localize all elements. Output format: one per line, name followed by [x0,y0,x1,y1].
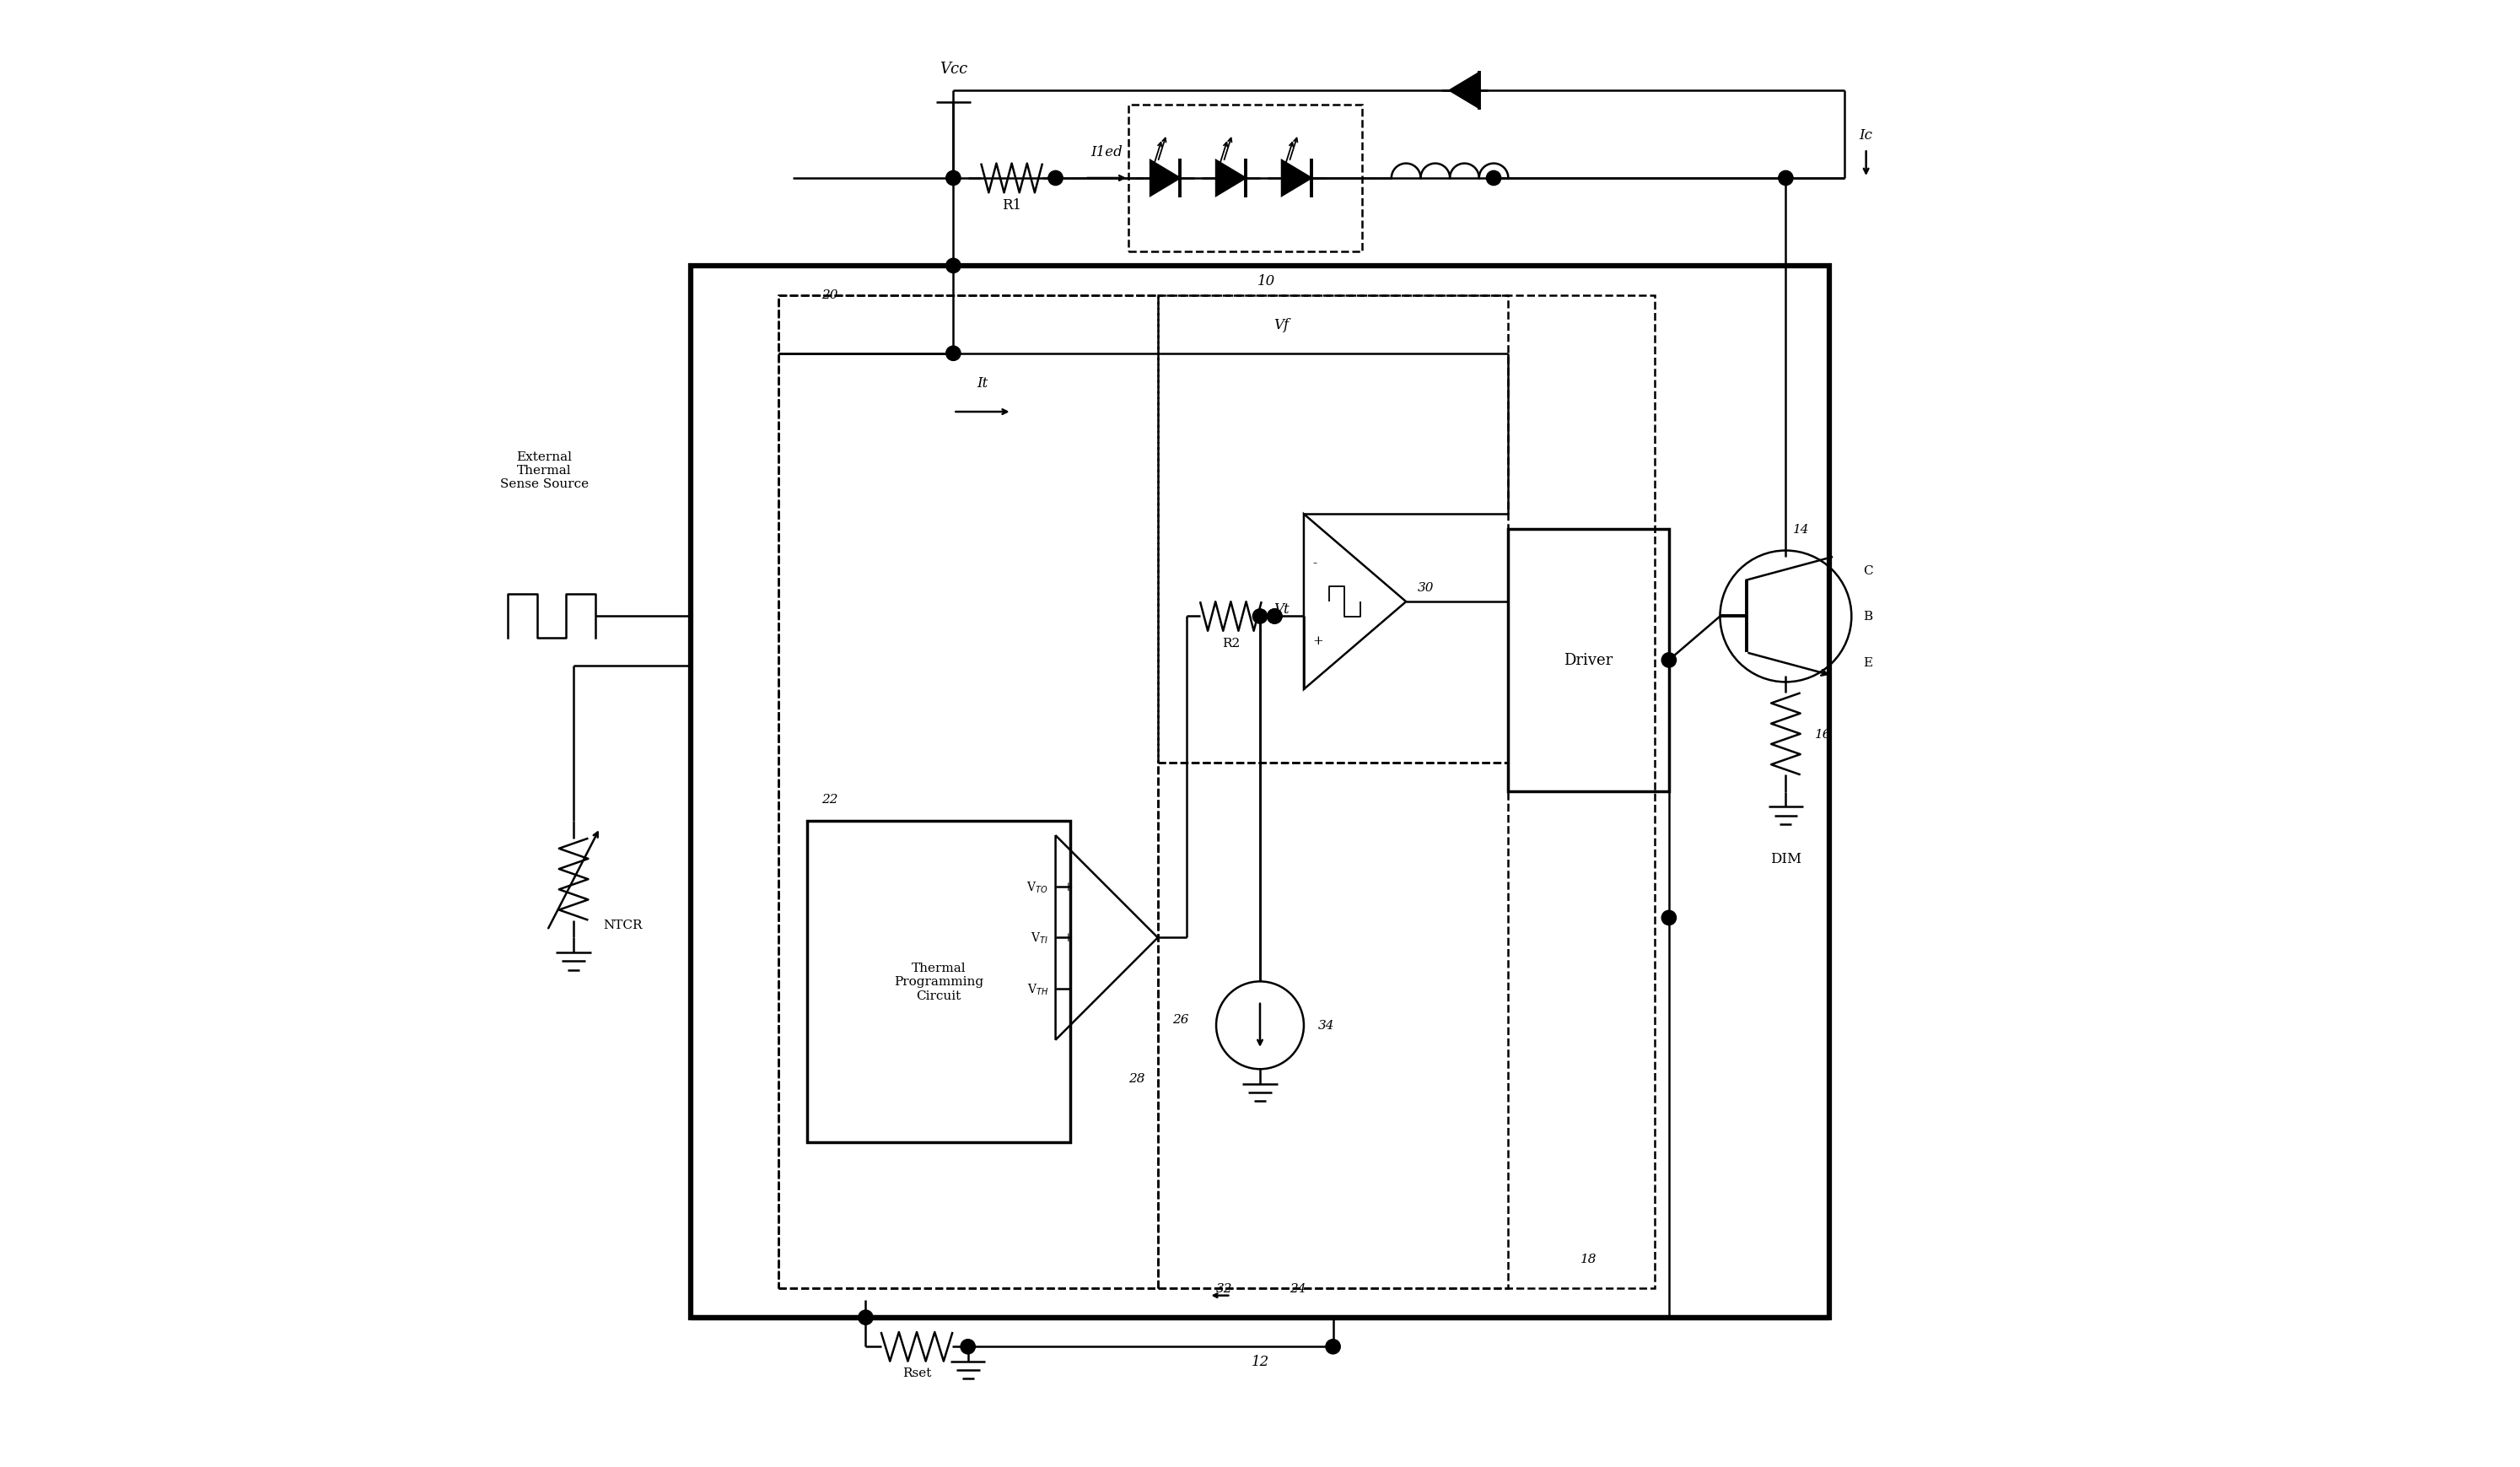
Circle shape [1661,911,1676,926]
Circle shape [1252,609,1268,623]
Circle shape [945,346,960,361]
Text: 20: 20 [822,289,839,301]
Text: V$_{TO}$: V$_{TO}$ [1026,879,1048,893]
Text: C: C [1862,565,1872,577]
Text: 28: 28 [1129,1072,1144,1084]
Text: NTCR: NTCR [602,918,643,930]
Circle shape [960,1339,975,1354]
Text: 10: 10 [1257,274,1275,288]
Circle shape [1268,609,1283,623]
Circle shape [859,1310,872,1325]
Circle shape [1268,609,1283,623]
Text: 22: 22 [822,794,839,805]
Text: B: B [1862,610,1872,622]
Text: -: - [1063,983,1066,995]
Text: It: It [978,376,988,390]
Circle shape [945,172,960,186]
Text: 24: 24 [1290,1282,1305,1294]
Circle shape [1779,172,1794,186]
Text: 30: 30 [1419,581,1434,594]
Text: 12: 12 [1250,1354,1270,1369]
Text: Driver: Driver [1565,653,1613,667]
Text: V$_{TH}$: V$_{TH}$ [1026,981,1048,996]
Text: 34: 34 [1318,1020,1336,1031]
Circle shape [1048,172,1063,186]
Text: Rset: Rset [902,1367,932,1379]
Polygon shape [1152,161,1179,197]
Text: +: + [1313,635,1323,647]
Polygon shape [1283,161,1310,197]
Circle shape [1661,653,1676,667]
Text: Ic: Ic [1860,128,1872,142]
Text: V$_{TI}$: V$_{TI}$ [1031,930,1048,945]
Text: I1ed: I1ed [1091,145,1121,160]
Text: External
Thermal
Sense Source: External Thermal Sense Source [499,452,590,490]
Text: Thermal
Programming
Circuit: Thermal Programming Circuit [895,962,983,1002]
Text: 14: 14 [1794,524,1809,535]
Polygon shape [1449,73,1479,109]
Circle shape [1326,1339,1341,1354]
Text: 32: 32 [1217,1282,1232,1294]
Text: R2: R2 [1222,637,1240,648]
Text: -: - [1313,557,1318,569]
Text: Vf: Vf [1275,317,1290,332]
Text: 26: 26 [1172,1014,1189,1025]
Text: E: E [1862,657,1872,669]
Text: Vcc: Vcc [940,62,968,76]
Text: +: + [1063,880,1074,893]
Circle shape [1487,172,1502,186]
Text: 16: 16 [1814,728,1832,741]
Text: DIM: DIM [1769,851,1802,866]
Text: +: + [1063,932,1074,943]
Polygon shape [1217,161,1245,197]
Text: R1: R1 [1003,198,1021,213]
Text: 18: 18 [1580,1253,1598,1265]
Text: Vt: Vt [1273,603,1290,616]
Circle shape [945,260,960,274]
